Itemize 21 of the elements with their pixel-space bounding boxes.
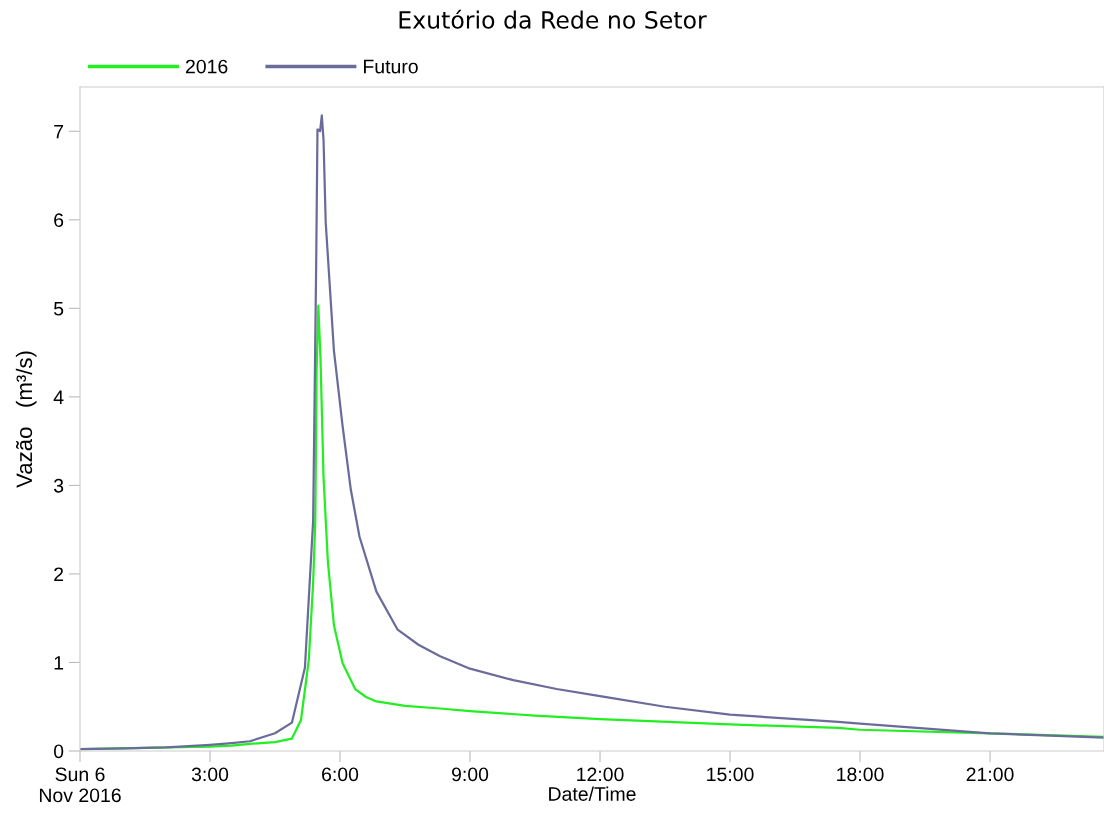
x-tick-label: 18:00 bbox=[837, 767, 884, 782]
x-tick-label: 6:00 bbox=[322, 767, 359, 782]
y-tick-label: 0 bbox=[53, 744, 64, 759]
y-tick-label: 6 bbox=[54, 213, 64, 228]
chart-title: Exutório da Rede no Setor bbox=[399, 9, 707, 29]
legend-label: Futuro bbox=[364, 59, 418, 74]
y-tick-label: 3 bbox=[53, 478, 64, 493]
y-tick-label: 1 bbox=[54, 656, 64, 670]
x-axis-title: Date/Time bbox=[549, 786, 636, 801]
y-tick-label: 7 bbox=[54, 124, 64, 139]
x-tick-label: 9:00 bbox=[452, 767, 489, 782]
x-tick-label: 15:00 bbox=[707, 767, 754, 782]
y-tick-label: 5 bbox=[53, 302, 64, 316]
legend-label: 2016 bbox=[185, 59, 228, 74]
y-tick-label: 4 bbox=[53, 390, 64, 404]
x-tick-label: Sun 6 Nov 2016 bbox=[39, 767, 121, 803]
y-tick-label: 2 bbox=[54, 567, 64, 581]
x-tick-label: 21:00 bbox=[966, 767, 1014, 782]
x-tick-label: 3:00 bbox=[191, 767, 229, 782]
x-tick-label: 12:00 bbox=[577, 767, 624, 782]
y-axis-title: Vazão (m³/s) bbox=[15, 351, 37, 488]
